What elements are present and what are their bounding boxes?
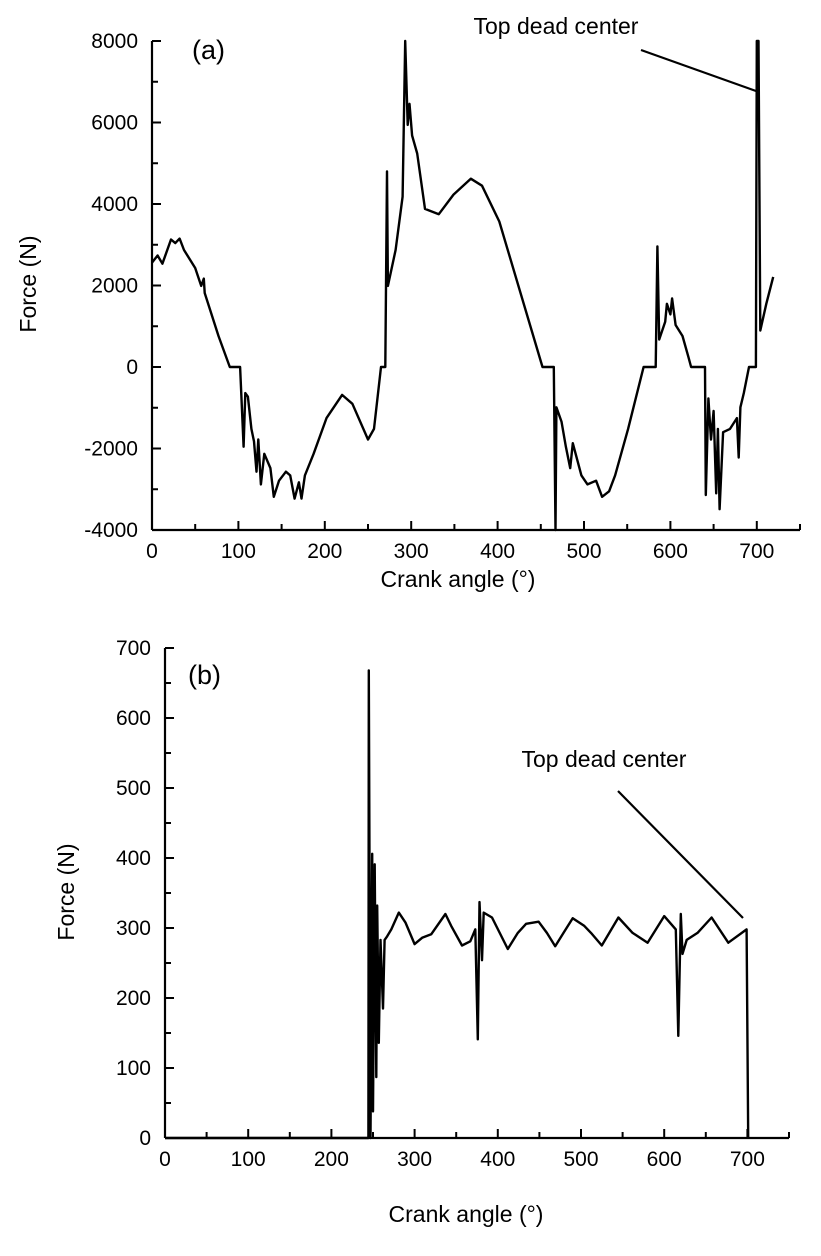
panel-a-annotation-text: Top dead center	[474, 13, 639, 39]
x-tick-label: 500	[566, 540, 601, 563]
y-tick-label: 0	[139, 1127, 151, 1150]
panel-a-label: (a)	[192, 35, 225, 65]
y-tick-label: 700	[116, 637, 151, 660]
y-tick-label: 500	[116, 777, 151, 800]
y-tick-label: -2000	[84, 438, 138, 461]
x-tick-label: 0	[159, 1148, 171, 1171]
panel-a-annotation-line	[640, 48, 757, 93]
panel-a: 0 100 200 300 400 500 600 700 -4000 -2000 0 2000 400…	[84, 30, 801, 563]
x-tick-label: 100	[231, 1148, 266, 1171]
x-tick-label: 300	[394, 540, 429, 563]
x-tick-label: 100	[221, 540, 256, 563]
x-tick-label: 300	[397, 1148, 432, 1171]
panel-b-annotation-line	[617, 790, 744, 919]
panel-a-xlabel: Crank angle (°)	[381, 566, 536, 592]
panel-b-xlabel: Crank angle (°)	[389, 1201, 544, 1227]
y-tick-label: 600	[116, 707, 151, 730]
x-tick-label: 600	[647, 1148, 682, 1171]
y-tick-label: 6000	[91, 112, 138, 135]
y-tick-label: -4000	[84, 519, 138, 542]
x-tick-label: 200	[314, 1148, 349, 1171]
y-tick-label: 4000	[91, 193, 138, 216]
x-tick-label: 0	[146, 540, 158, 563]
panel-b: 0 100 200 300 400 500 600 700 0 100 200 300 400 500 60…	[116, 637, 790, 1171]
x-tick-label: 400	[480, 540, 515, 563]
y-tick-label: 300	[116, 917, 151, 940]
y-tick-label: 2000	[91, 275, 138, 298]
x-tick-label: 700	[739, 540, 774, 563]
panel-b-ylabel: Force (N)	[53, 843, 79, 940]
panel-a-ylabel: Force (N)	[15, 235, 41, 332]
force-series-line	[165, 669, 750, 1140]
x-tick-label: 500	[563, 1148, 598, 1171]
x-tick-label: 400	[480, 1148, 515, 1171]
x-tick-label: 200	[307, 540, 342, 563]
panel-b-annotation-text: Top dead center	[522, 746, 687, 772]
y-tick-label: 8000	[91, 30, 138, 53]
y-tick-label: 400	[116, 847, 151, 870]
x-tick-label: 600	[653, 540, 688, 563]
panel-b-label: (b)	[188, 660, 221, 690]
y-tick-label: 200	[116, 987, 151, 1010]
force-series-line	[151, 39, 775, 532]
y-tick-label: 0	[126, 356, 138, 379]
x-tick-label: 700	[730, 1148, 765, 1171]
y-tick-label: 100	[116, 1057, 151, 1080]
